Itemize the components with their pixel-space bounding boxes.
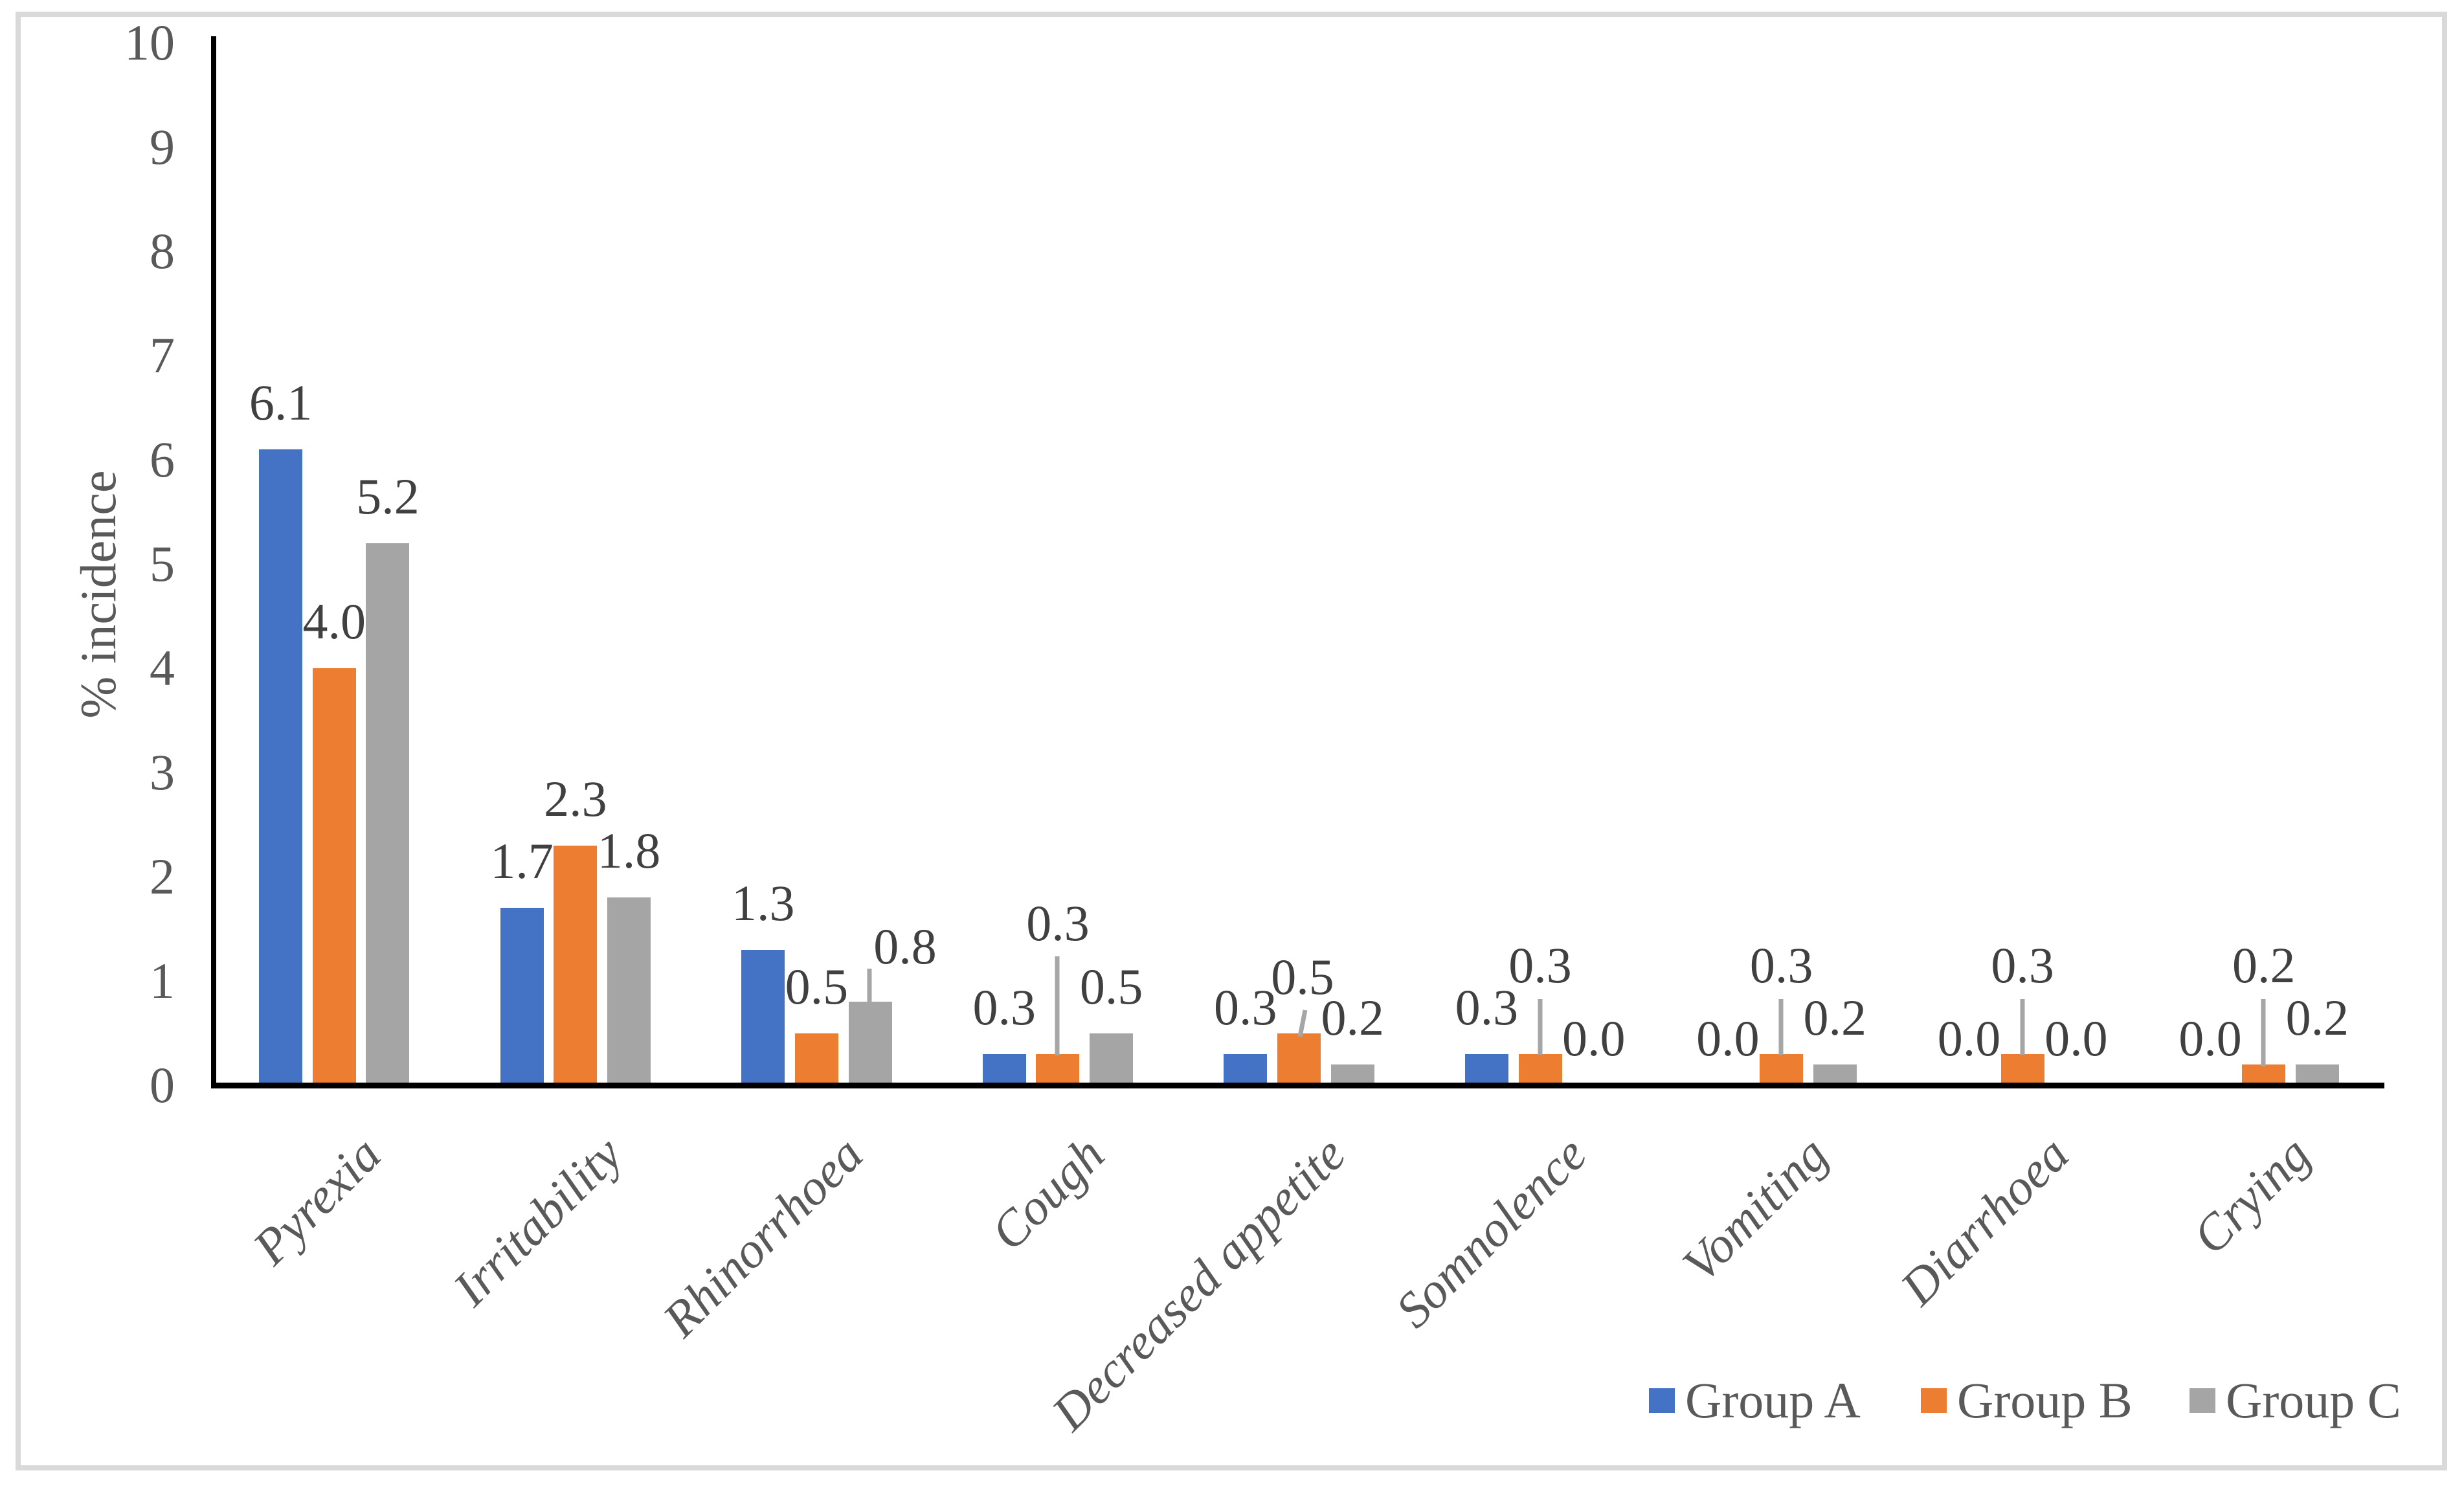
legend-label-group-b: Group B — [1957, 1372, 2133, 1428]
legend-swatch-group-c — [2190, 1388, 2215, 1413]
value-label-group-b-somnolence: 0.3 — [1508, 937, 1572, 993]
value-label-group-c-crying: 0.2 — [2285, 989, 2349, 1046]
value-label-group-c-irritability: 1.8 — [597, 822, 661, 879]
y-tick-label-6: 6 — [150, 431, 175, 488]
bar-group-b-somnolence — [1518, 1053, 1562, 1085]
value-label-group-a-decreased-appetite: 0.3 — [1214, 978, 1277, 1035]
bar-group-a-irritability — [500, 908, 544, 1085]
bar-group-c-rhinorrhoea — [848, 1002, 892, 1085]
bar-group-a-rhinorrhoea — [741, 949, 785, 1085]
y-tick-label-8: 8 — [150, 223, 175, 279]
value-label-group-b-cough: 0.3 — [1026, 895, 1090, 951]
bar-group-b-crying — [2242, 1064, 2286, 1085]
legend-swatch-group-b — [1921, 1388, 1947, 1413]
y-tick-label-7: 7 — [150, 327, 175, 383]
bar-group-c-vomiting — [1813, 1064, 1857, 1085]
value-label-group-c-somnolence: 0.0 — [1562, 1010, 1626, 1066]
y-tick-label-4: 4 — [150, 640, 175, 696]
legend-label-group-a: Group A — [1685, 1372, 1861, 1428]
y-tick-label-0: 0 — [150, 1057, 175, 1113]
leader-line-group-b-decreased-appetite — [1297, 1009, 1308, 1037]
legend-item-group-a: Group A — [1649, 1375, 1861, 1426]
value-label-group-b-irritability: 2.3 — [544, 770, 607, 827]
value-label-group-c-rhinorrhoea: 0.8 — [873, 918, 937, 974]
value-label-group-a-vomiting: 0.0 — [1696, 1010, 1760, 1066]
bar-group-a-cough — [982, 1053, 1026, 1085]
value-label-group-b-decreased-appetite: 0.5 — [1271, 949, 1334, 1005]
bar-group-b-rhinorrhoea — [794, 1033, 838, 1085]
legend-swatch-group-a — [1649, 1388, 1675, 1413]
bar-group-c-cough — [1090, 1033, 1134, 1085]
bar-group-c-crying — [2295, 1064, 2339, 1085]
value-label-group-a-diarrhoea: 0.0 — [1937, 1010, 2001, 1066]
y-tick-label-2: 2 — [150, 848, 175, 905]
value-label-group-b-vomiting: 0.3 — [1749, 937, 1813, 993]
value-label-group-c-diarrhoea: 0.0 — [2044, 1010, 2108, 1066]
bar-group-b-decreased-appetite — [1277, 1033, 1321, 1085]
value-label-group-c-pyrexia: 5.2 — [356, 467, 420, 524]
bar-group-c-decreased-appetite — [1330, 1064, 1374, 1085]
legend-item-group-b: Group B — [1921, 1375, 2133, 1426]
value-label-group-b-rhinorrhoea: 0.5 — [785, 958, 849, 1015]
value-label-group-b-crying: 0.2 — [2232, 937, 2296, 993]
value-label-group-b-diarrhoea: 0.3 — [1991, 937, 2054, 993]
y-tick-label-10: 10 — [124, 14, 175, 71]
value-label-group-a-irritability: 1.7 — [490, 833, 554, 890]
value-label-group-a-cough: 0.3 — [972, 978, 1036, 1035]
y-axis-line — [211, 36, 216, 1088]
value-label-group-a-pyrexia: 6.1 — [249, 374, 313, 431]
legend-label-group-c: Group C — [2226, 1372, 2401, 1428]
x-axis-line — [211, 1083, 2384, 1088]
value-label-group-a-somnolence: 0.3 — [1455, 978, 1519, 1035]
bar-group-b-diarrhoea — [2000, 1053, 2044, 1085]
bar-group-b-irritability — [554, 845, 598, 1085]
value-label-group-a-rhinorrhoea: 1.3 — [731, 874, 795, 931]
bar-group-b-cough — [1036, 1053, 1080, 1085]
bar-group-a-somnolence — [1464, 1053, 1508, 1085]
value-label-group-b-pyrexia: 4.0 — [302, 593, 366, 649]
bar-group-c-irritability — [607, 897, 651, 1085]
legend-item-group-c: Group C — [2190, 1375, 2401, 1426]
bar-group-c-pyrexia — [366, 543, 410, 1085]
y-tick-label-9: 9 — [150, 118, 175, 175]
value-label-group-c-cough: 0.5 — [1079, 958, 1143, 1015]
value-label-group-c-vomiting: 0.2 — [1803, 989, 1867, 1046]
y-tick-label-1: 1 — [150, 952, 175, 1009]
y-tick-label-5: 5 — [150, 535, 175, 592]
y-tick-label-3: 3 — [150, 744, 175, 800]
bar-group-b-pyrexia — [312, 668, 356, 1085]
chart-frame — [16, 12, 2447, 1470]
value-label-group-c-decreased-appetite: 0.2 — [1321, 989, 1384, 1046]
bar-group-b-vomiting — [1760, 1053, 1804, 1085]
bar-group-a-pyrexia — [259, 449, 303, 1085]
bar-group-a-decreased-appetite — [1224, 1053, 1268, 1085]
value-label-group-a-crying: 0.0 — [2178, 1010, 2242, 1066]
